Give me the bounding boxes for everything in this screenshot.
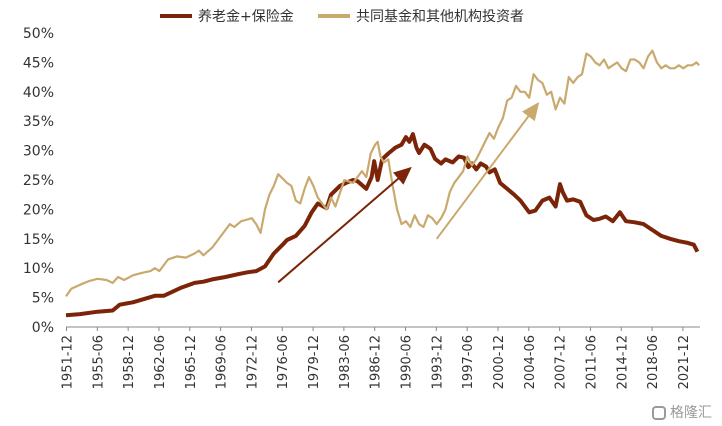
x-tick-label: 1997-06	[461, 335, 476, 389]
y-tick-label: 35%	[23, 114, 54, 130]
x-tick-label: 1951-12	[61, 335, 76, 389]
watermark-logo-icon	[652, 406, 666, 420]
legend: 养老金+保险金 共同基金和其他机构投资者	[160, 8, 524, 25]
x-tick-label: 2000-12	[492, 335, 507, 389]
watermark: 格隆汇	[652, 402, 712, 422]
trend-arrow-pension	[277, 166, 412, 284]
watermark-text: 格隆汇	[670, 405, 712, 421]
series-layer	[65, 49, 700, 318]
legend-label-funds: 共同基金和其他机构投资者	[356, 8, 524, 25]
x-tick-label: 1990-06	[400, 335, 415, 389]
annotation-layer	[277, 101, 540, 284]
y-axis: 0% 5% 10% 15% 20% 25% 30% 35% 40% 45% 50%	[23, 26, 54, 336]
y-tick-label: 0%	[32, 320, 54, 336]
y-tick-label: 25%	[23, 173, 54, 189]
y-tick-label: 45%	[23, 55, 54, 71]
x-tick-label: 2014-12	[615, 335, 630, 389]
x-tick-label: 1955-06	[91, 335, 106, 389]
series-line-pension	[65, 132, 700, 318]
x-tick-label: 2021-12	[677, 335, 692, 389]
x-tick-label: 1972-12	[245, 335, 260, 389]
x-tick-label: 1965-12	[184, 335, 199, 389]
legend-label-pension: 养老金+保险金	[198, 9, 294, 25]
y-tick-label: 20%	[23, 202, 54, 218]
x-tick-label: 1969-06	[215, 335, 230, 389]
series-line-funds	[65, 49, 700, 298]
x-axis: 1951-12 1955-06 1958-12 1962-06 1965-12 1969-…	[61, 326, 700, 389]
x-tick-label: 1976-06	[276, 335, 291, 389]
x-tick-label: 1983-06	[338, 335, 353, 389]
x-tick-label: 1986-12	[369, 335, 384, 389]
y-tick-label: 30%	[23, 144, 54, 160]
y-tick-label: 10%	[23, 261, 54, 277]
x-tick-label: 1962-06	[153, 335, 168, 389]
x-tick-label: 1993-12	[430, 335, 445, 389]
y-tick-label: 5%	[32, 291, 54, 307]
x-tick-label: 1958-12	[122, 335, 137, 389]
x-tick-label: 2007-12	[554, 335, 569, 389]
x-tick-label: 2018-06	[646, 335, 661, 389]
y-tick-label: 15%	[23, 232, 54, 248]
trend-arrow-funds	[435, 101, 540, 240]
x-tick-label: 2004-06	[523, 335, 538, 389]
x-tick-label: 2011-06	[584, 335, 599, 389]
y-tick-label: 40%	[23, 85, 54, 101]
y-tick-label: 50%	[23, 26, 54, 42]
x-tick-label: 1979-12	[307, 335, 322, 389]
